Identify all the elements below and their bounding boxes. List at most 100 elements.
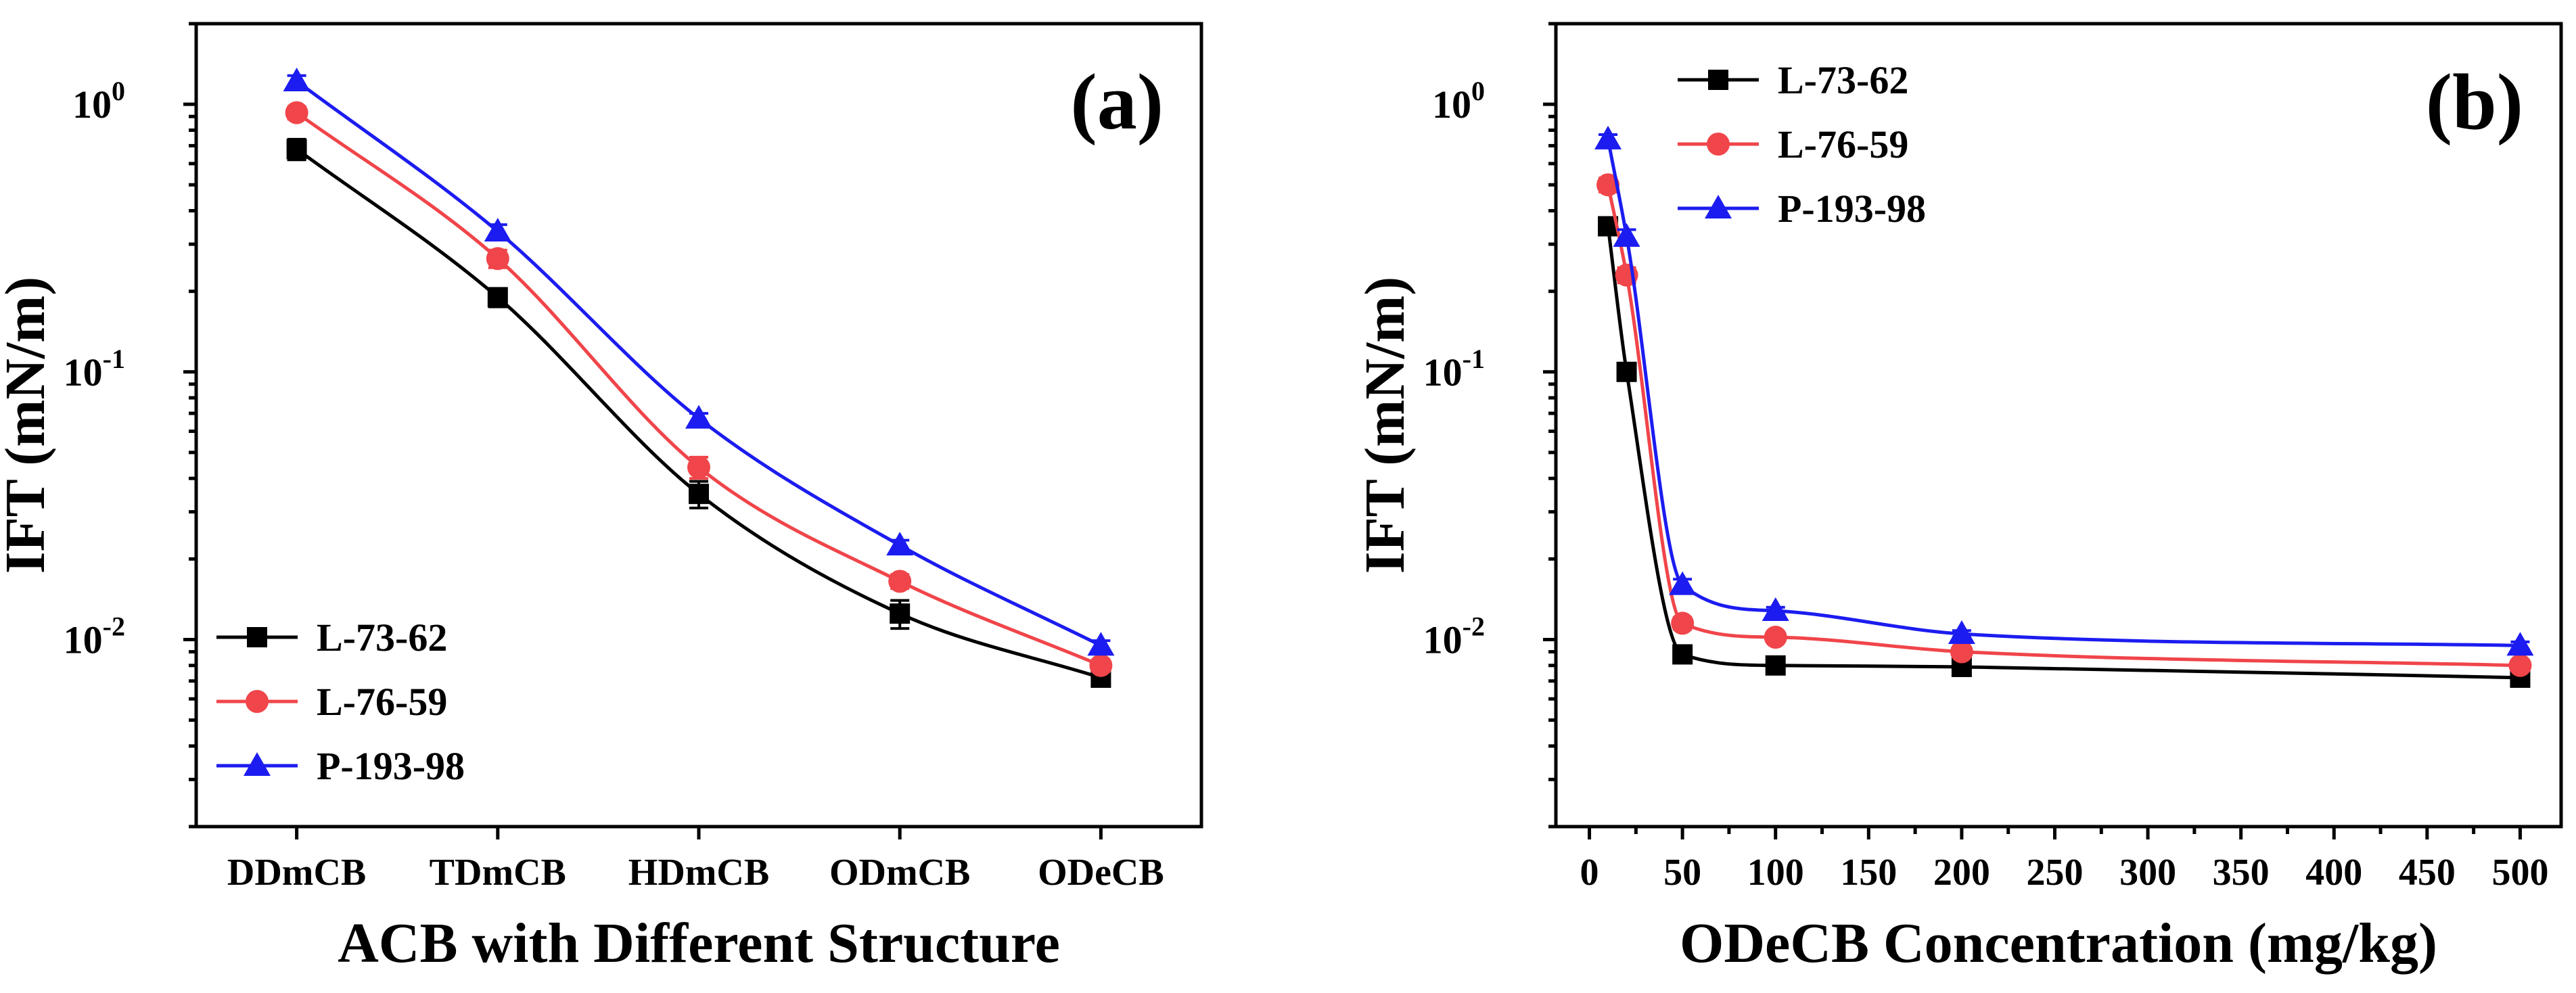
data-point	[286, 139, 307, 160]
y-axis-title: IFT (mN/m)	[0, 277, 57, 574]
data-point	[685, 405, 712, 429]
y-tick-base: 10	[72, 83, 112, 126]
x-tick-label: HDmCB	[628, 852, 769, 894]
x-tick-label: 400	[2305, 852, 2362, 894]
x-axis-title: ODeCB Concentration (mg/kg)	[1680, 912, 2437, 975]
data-point	[888, 570, 912, 593]
y-tick-label: 10-2	[64, 611, 125, 662]
y-tick-label: 100	[1432, 76, 1485, 126]
data-point	[1089, 653, 1113, 677]
y-tick-exponent: 0	[112, 76, 125, 106]
data-point	[283, 67, 310, 91]
data-point	[886, 532, 914, 556]
x-tick-label: 450	[2399, 852, 2456, 894]
panel-label: (a)	[1070, 57, 1164, 146]
x-tick-label: ODmCB	[829, 852, 970, 894]
data-point	[1596, 173, 1620, 197]
legend-item: P-193-98	[1678, 187, 1926, 231]
data-point	[487, 287, 508, 308]
legend-marker	[246, 690, 269, 713]
y-tick-exponent: -2	[103, 611, 125, 641]
y-tick-label: 10-1	[64, 344, 125, 394]
y-tick-label: 10-2	[1423, 611, 1485, 662]
data-point	[1948, 620, 1975, 645]
y-tick-exponent: -1	[1463, 344, 1485, 374]
series-l-76-59	[1596, 173, 2532, 677]
y-tick-exponent: -1	[103, 344, 125, 374]
legend-label: L-76-59	[317, 680, 447, 724]
legend-label: P-193-98	[317, 744, 465, 788]
data-point	[1950, 640, 1973, 664]
data-point	[2506, 632, 2534, 656]
x-tick-label: 150	[1840, 852, 1897, 894]
data-point	[1762, 597, 1789, 622]
x-tick-label: 0	[1580, 852, 1599, 894]
x-tick-label: 250	[2026, 852, 2083, 894]
x-tick-label: DDmCB	[227, 852, 366, 894]
series-line	[296, 79, 1102, 647]
y-tick-base: 10	[64, 350, 103, 394]
data-point	[687, 455, 710, 479]
y-tick-exponent: 0	[1471, 76, 1485, 106]
panel-label: (b)	[2426, 57, 2523, 146]
x-tick-label: 500	[2491, 852, 2548, 894]
data-point	[1087, 632, 1115, 656]
legend-item: L-76-59	[216, 680, 447, 724]
data-point	[1669, 571, 1697, 595]
legend-marker	[247, 627, 267, 647]
x-tick-label: 200	[1933, 852, 1990, 894]
y-tick-label: 10-1	[1423, 344, 1485, 394]
x-tick-label: TDmCB	[430, 852, 566, 894]
y-tick-base: 10	[64, 618, 103, 662]
y-tick-label: 100	[72, 76, 125, 126]
x-tick-label: 100	[1747, 852, 1804, 894]
series-line	[1606, 184, 2521, 668]
legend-item: L-73-62	[1678, 58, 1908, 102]
chart-panel-b: 0 50 100 150 200 250 300 350 400 450 50010-210-110…	[1354, 22, 2563, 975]
data-point	[285, 101, 308, 124]
data-point	[689, 484, 709, 505]
data-point	[1594, 125, 1622, 149]
legend: L-73-62 L-76-59 P-193-98	[1678, 58, 1926, 231]
data-point	[1672, 644, 1693, 665]
legend-marker	[244, 752, 271, 776]
y-tick-base: 10	[1423, 618, 1463, 662]
y-tick-base: 10	[1423, 350, 1463, 394]
data-point	[486, 247, 509, 271]
data-point	[1613, 223, 1640, 247]
x-tick-label: 300	[2119, 852, 2176, 894]
legend-item: L-73-62	[216, 616, 447, 660]
y-axis-title: IFT (mN/m)	[1354, 277, 1417, 574]
series-l-73-62	[286, 137, 1111, 688]
series-line	[296, 111, 1102, 668]
series-l-76-59	[285, 101, 1113, 677]
data-point	[890, 603, 911, 624]
series-p-193-98	[1594, 125, 2534, 656]
data-point	[2508, 653, 2532, 677]
legend: L-73-62 L-76-59 P-193-98	[216, 616, 465, 788]
data-point	[484, 218, 511, 242]
legend-item: P-193-98	[216, 744, 465, 788]
series-line	[1606, 139, 2521, 647]
x-tick-label: 350	[2213, 852, 2270, 894]
data-point	[1764, 626, 1787, 649]
legend-marker	[1708, 70, 1728, 90]
legend-label: L-73-62	[1778, 58, 1908, 102]
y-tick-base: 10	[1432, 83, 1471, 126]
x-axis-title: ACB with Different Structure	[338, 912, 1060, 975]
legend-marker	[1707, 133, 1730, 156]
legend-marker	[1705, 195, 1732, 218]
legend-label: P-193-98	[1778, 187, 1926, 231]
legend-label: L-73-62	[317, 616, 447, 660]
x-tick-label: ODeCB	[1038, 852, 1164, 894]
y-tick-exponent: -2	[1463, 611, 1485, 641]
series-l-73-62	[1598, 216, 2531, 688]
legend-item: L-76-59	[1678, 122, 1908, 166]
plot-frame	[1554, 22, 2563, 829]
chart-panel-a: DDmCB TDmCB HDmCB ODmCB ODeCB10-210-1100ACB …	[0, 22, 1203, 975]
data-point	[1765, 655, 1786, 676]
data-point	[1671, 611, 1695, 635]
data-point	[1616, 361, 1637, 382]
series-p-193-98	[283, 67, 1115, 656]
